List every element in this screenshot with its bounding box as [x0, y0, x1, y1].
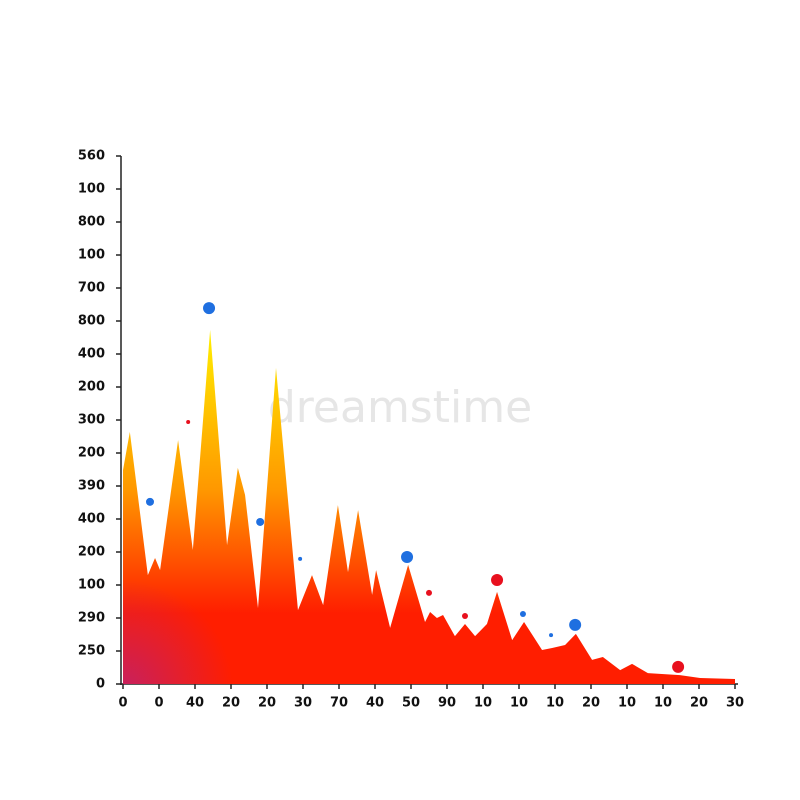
y-tick-label: 400 [78, 512, 105, 527]
bubble [519, 611, 526, 618]
y-tick-label: 200 [78, 380, 105, 395]
x-tick-label: 40 [366, 696, 384, 711]
y-tick-label: 200 [78, 545, 105, 560]
bubble [203, 302, 216, 315]
x-tick-label: 10 [618, 696, 636, 711]
x-tick-label: 10 [510, 696, 528, 711]
x-tick-label: 10 [654, 696, 672, 711]
y-tick-label: 800 [78, 314, 105, 329]
y-tick-label: 400 [78, 347, 105, 362]
bubble [462, 613, 468, 620]
y-tick-label: 250 [78, 644, 105, 659]
area-shade [123, 329, 735, 684]
bubble [146, 497, 154, 506]
x-tick-label: 20 [222, 696, 240, 711]
bubble [401, 550, 414, 563]
x-tick-label: 0 [118, 696, 127, 711]
y-tick-label: 290 [78, 611, 105, 626]
y-tick-label: 100 [78, 182, 105, 197]
x-tick-label: 50 [402, 696, 420, 711]
x-tick-label: 70 [330, 696, 348, 711]
x-tick-label: 20 [690, 696, 708, 711]
bubble [491, 574, 504, 587]
x-tick-label: 90 [438, 696, 456, 711]
bubble [426, 589, 432, 596]
x-tick-label: 30 [294, 696, 312, 711]
bubble [298, 556, 303, 561]
bubble [186, 419, 191, 424]
x-tick-label: 0 [154, 696, 163, 711]
x-tick-label: 30 [726, 696, 744, 711]
x-tick-label: 10 [546, 696, 564, 711]
y-tick-label: 300 [78, 413, 105, 428]
y-tick-label: 390 [78, 479, 105, 494]
x-tick-label: 40 [186, 696, 204, 711]
bubble [549, 633, 554, 638]
y-tick-label: 700 [78, 281, 105, 296]
y-tick-label: 200 [78, 446, 105, 461]
y-tick-label: 100 [78, 248, 105, 263]
y-tick-label: 0 [96, 677, 105, 692]
x-tick-label: 20 [582, 696, 600, 711]
y-tick-label: 560 [78, 149, 105, 164]
bubble [256, 517, 265, 526]
y-tick-label: 800 [78, 215, 105, 230]
y-tick-label: 100 [78, 578, 105, 593]
x-tick-label: 20 [258, 696, 276, 711]
watermark: dreamstime [268, 382, 532, 433]
bubble [569, 618, 582, 631]
bubble [672, 660, 685, 673]
x-tick-label: 10 [474, 696, 492, 711]
